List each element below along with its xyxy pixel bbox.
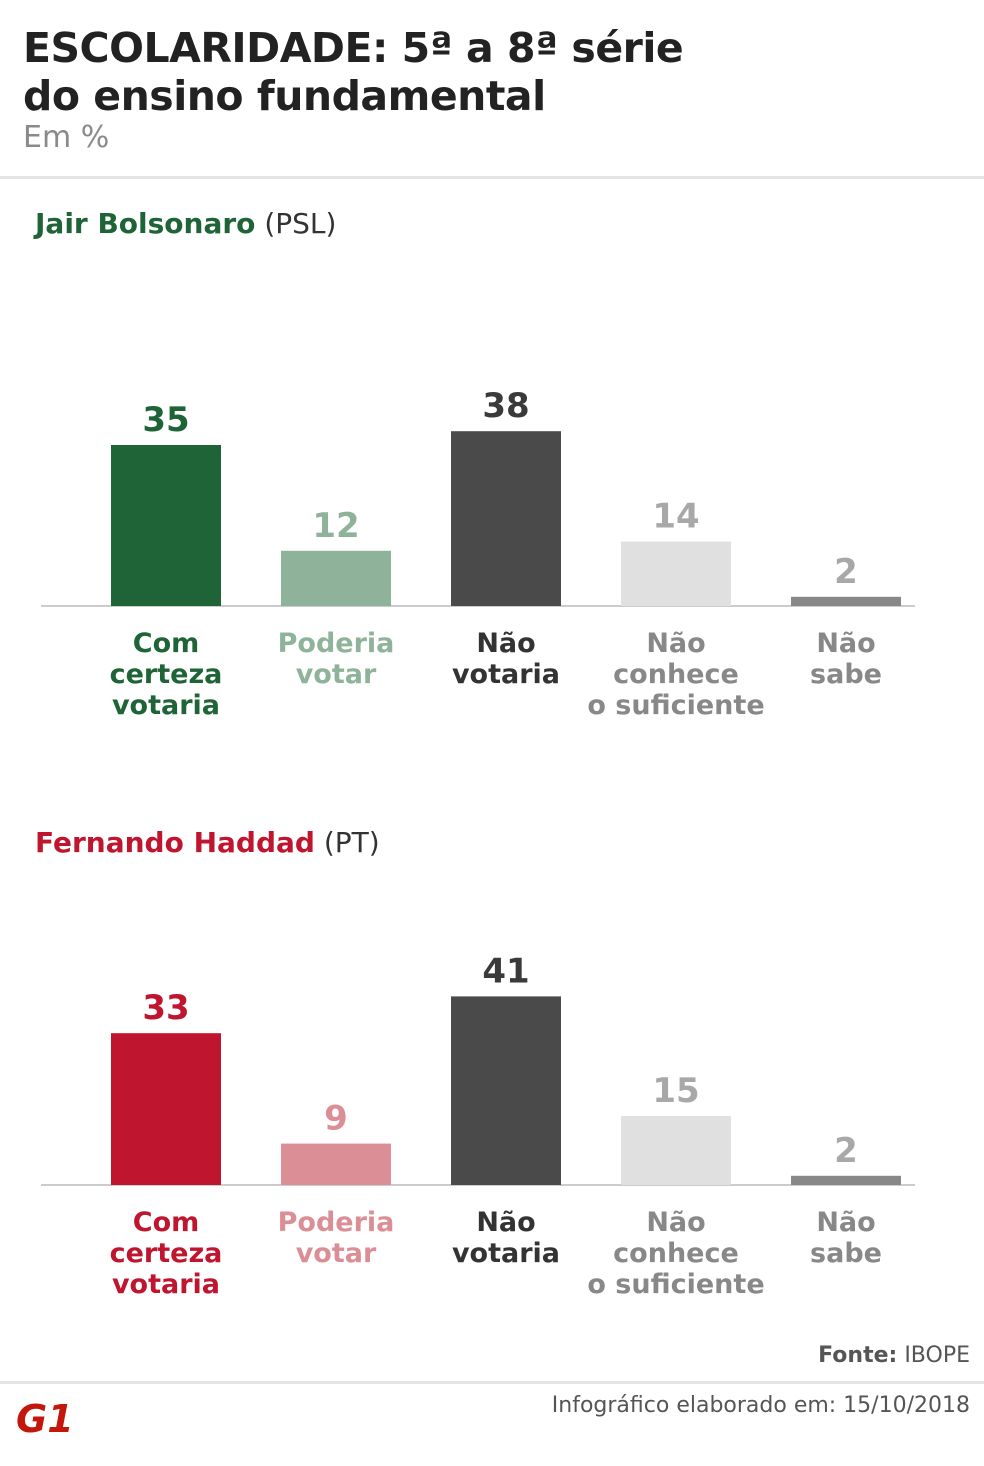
category-label: votaria bbox=[112, 690, 220, 721]
data-label: 33 bbox=[142, 988, 189, 1028]
candidate-heading-haddad: Fernando Haddad (PT) bbox=[35, 826, 380, 859]
bar bbox=[111, 445, 221, 606]
category-label: Com bbox=[133, 1207, 200, 1238]
infographic-date-note: Infográfico elaborado em: 15/10/2018 bbox=[551, 1393, 970, 1418]
g1-logo: G1 bbox=[16, 1400, 74, 1436]
data-label: 2 bbox=[834, 1131, 858, 1171]
category-label: Não bbox=[476, 1207, 535, 1238]
bar bbox=[281, 1143, 391, 1185]
data-label: 35 bbox=[142, 400, 189, 440]
title-line-2: do ensino fundamental bbox=[23, 72, 546, 120]
category-label: Não bbox=[816, 1207, 875, 1238]
category-label: Não bbox=[646, 628, 705, 659]
bar bbox=[451, 431, 561, 606]
candidate-heading-bolsonaro: Jair Bolsonaro (PSL) bbox=[35, 207, 336, 240]
category-label: Não bbox=[646, 1207, 705, 1238]
header-divider bbox=[0, 176, 984, 179]
category-label: Não bbox=[476, 628, 535, 659]
category-label: o suficiente bbox=[587, 1269, 764, 1300]
category-label: conhece bbox=[613, 1238, 739, 1269]
data-label: 2 bbox=[834, 552, 858, 592]
candidate-name: Fernando Haddad bbox=[35, 826, 315, 859]
source-label: Fonte: bbox=[818, 1343, 898, 1368]
bar-chart-haddad: 33Comcertezavotaria9Poderiavotar41Nãovot… bbox=[41, 951, 915, 1300]
data-label: 15 bbox=[652, 1071, 699, 1111]
category-label: Não bbox=[816, 628, 875, 659]
category-label: o suficiente bbox=[587, 690, 764, 721]
unit-subtitle: Em % bbox=[23, 120, 110, 155]
candidate-party: (PSL) bbox=[264, 207, 337, 240]
source-credit: Fonte: IBOPE bbox=[818, 1343, 970, 1368]
g1-logo-text: G1 bbox=[16, 1400, 74, 1436]
candidate-name: Jair Bolsonaro bbox=[35, 207, 256, 240]
bar bbox=[791, 1175, 901, 1185]
bar bbox=[281, 550, 391, 606]
page-title: ESCOLARIDADE: 5ª a 8ª série do ensino fu… bbox=[23, 24, 684, 120]
bar bbox=[111, 1033, 221, 1185]
category-label: sabe bbox=[810, 1238, 882, 1269]
bar bbox=[621, 541, 731, 606]
title-line-1: ESCOLARIDADE: 5ª a 8ª série bbox=[23, 24, 684, 72]
category-label: votaria bbox=[452, 659, 560, 690]
footer-divider bbox=[0, 1381, 984, 1384]
category-label: conhece bbox=[613, 659, 739, 690]
category-label: Poderia bbox=[278, 1207, 395, 1238]
category-label: votar bbox=[296, 659, 377, 690]
category-label: votaria bbox=[452, 1238, 560, 1269]
bar-chart-bolsonaro: 35Comcertezavotaria12Poderiavotar38Nãovo… bbox=[41, 386, 915, 721]
category-label: votaria bbox=[112, 1269, 220, 1300]
source-value: IBOPE bbox=[904, 1343, 970, 1368]
bar bbox=[451, 996, 561, 1185]
data-label: 12 bbox=[312, 506, 359, 546]
candidate-party: (PT) bbox=[323, 826, 380, 859]
data-label: 14 bbox=[652, 497, 699, 537]
category-label: sabe bbox=[810, 659, 882, 690]
data-label: 41 bbox=[482, 951, 529, 991]
bar bbox=[791, 596, 901, 606]
category-label: Com bbox=[133, 628, 200, 659]
bar bbox=[621, 1116, 731, 1185]
data-label: 9 bbox=[324, 1099, 348, 1139]
category-label: certeza bbox=[110, 659, 223, 690]
category-label: Poderia bbox=[278, 628, 395, 659]
category-label: votar bbox=[296, 1238, 377, 1269]
data-label: 38 bbox=[482, 386, 529, 426]
category-label: certeza bbox=[110, 1238, 223, 1269]
